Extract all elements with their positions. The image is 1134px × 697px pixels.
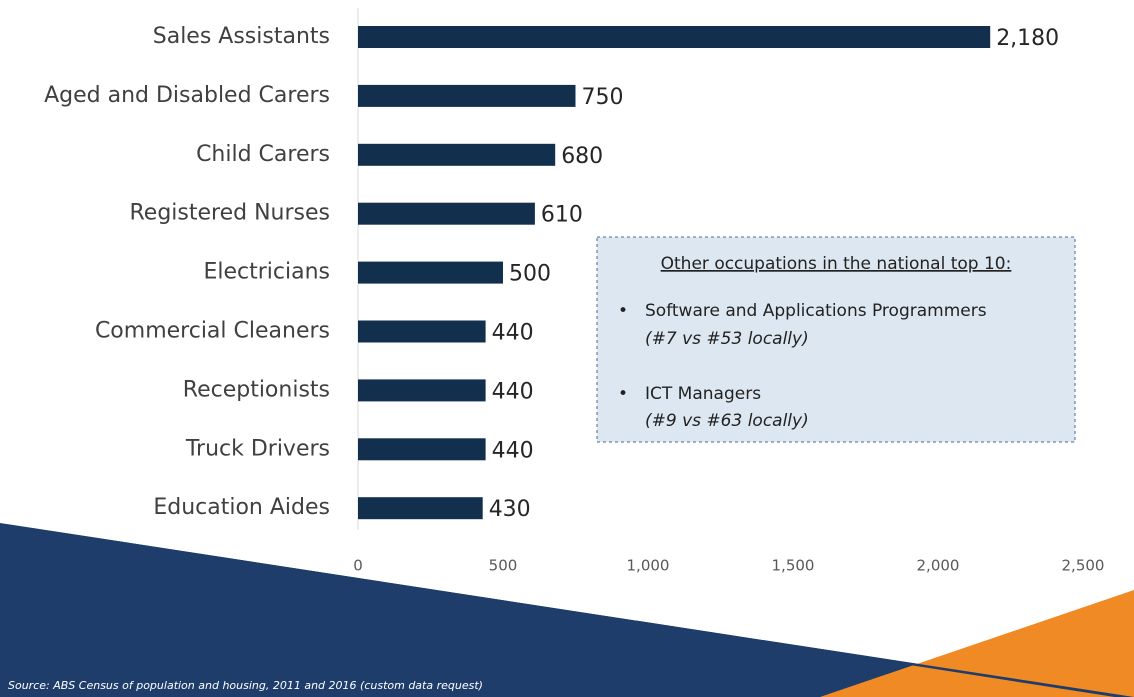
value-label: 2,180	[996, 26, 1059, 51]
value-label: 430	[489, 497, 531, 522]
bar	[358, 320, 486, 343]
y-tick-label: Truck Drivers	[185, 436, 330, 461]
decor-orange	[820, 590, 1134, 697]
x-tick-label: 2,500	[1062, 557, 1105, 575]
bullet: •	[618, 384, 628, 404]
bar	[358, 379, 486, 402]
annotation-box	[596, 236, 1076, 443]
value-label: 500	[509, 262, 551, 287]
bar	[358, 438, 486, 461]
value-label: 440	[492, 321, 534, 346]
bullet: •	[618, 301, 628, 321]
value-label: 440	[492, 438, 534, 463]
y-tick-label: Commercial Cleaners	[95, 319, 330, 344]
annotation-note: (#7 vs #53 locally)	[645, 329, 809, 349]
value-label: 610	[541, 203, 583, 228]
decor-edge	[0, 523, 1134, 697]
bar	[358, 497, 483, 520]
bar	[358, 202, 535, 225]
annotation-title: Other occupations in the national top 10…	[661, 254, 1012, 274]
y-tick-label: Aged and Disabled Carers	[44, 83, 330, 108]
source: Source: ABS Census of population and hou…	[8, 679, 483, 692]
x-tick-label: 2,000	[917, 557, 960, 575]
y-tick-label: Electricians	[203, 260, 330, 285]
value-label: 750	[582, 85, 624, 110]
annotation-item: ICT Managers	[645, 384, 761, 404]
bar	[358, 261, 503, 284]
bar	[358, 143, 556, 166]
y-tick-label: Sales Assistants	[153, 24, 330, 49]
value-label: 440	[492, 379, 534, 404]
annotation-note: (#9 vs #63 locally)	[645, 411, 809, 431]
y-tick-label: Education Aides	[153, 495, 330, 520]
y-tick-label: Registered Nurses	[130, 201, 331, 226]
x-tick-label: 0	[353, 557, 363, 575]
y-tick-label: Receptionists	[183, 377, 330, 402]
y-tick-label: Child Carers	[196, 142, 330, 167]
annotation-item: Software and Applications Programmers	[645, 301, 987, 321]
x-tick-label: 1,500	[772, 557, 815, 575]
bar	[358, 84, 576, 107]
value-label: 680	[561, 144, 603, 169]
x-tick-label: 1,000	[627, 557, 670, 575]
bar	[358, 26, 991, 48]
x-tick-label: 500	[489, 557, 518, 575]
